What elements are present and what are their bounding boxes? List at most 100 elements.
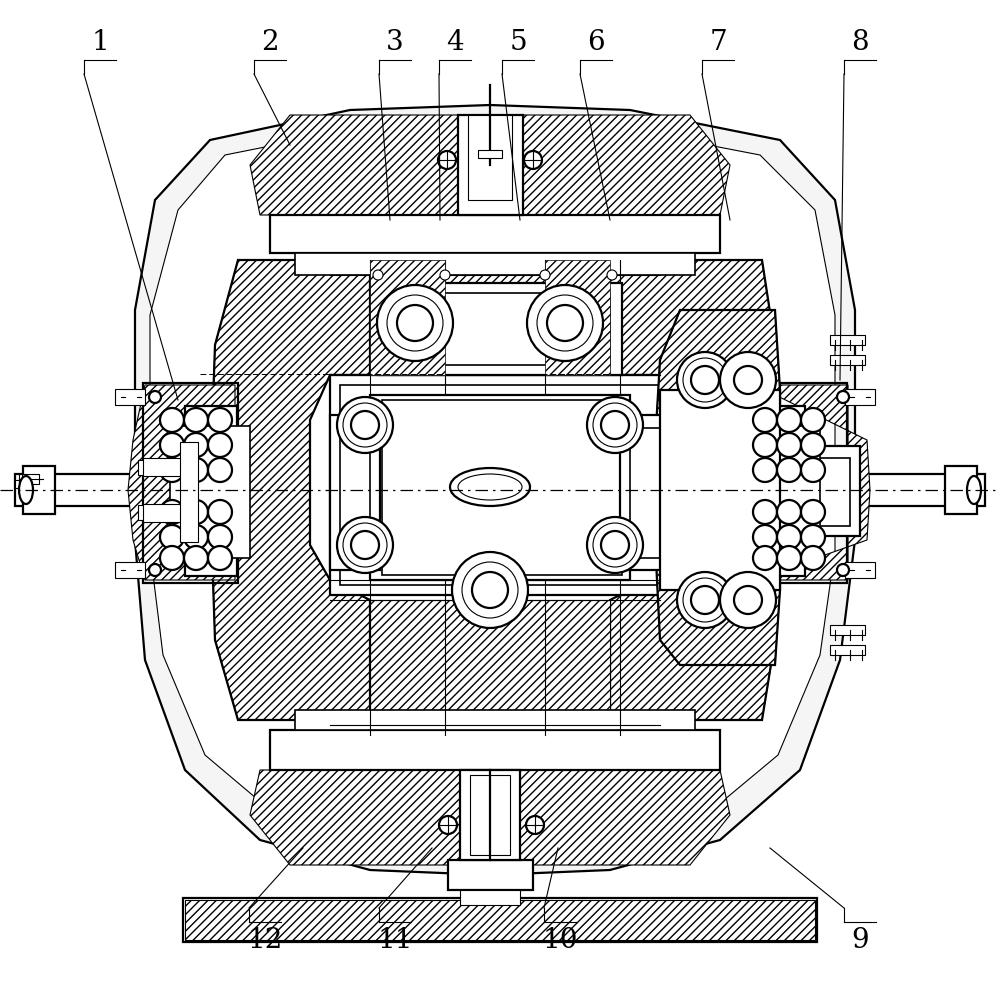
- Circle shape: [837, 564, 849, 576]
- Bar: [830, 645, 865, 655]
- Circle shape: [720, 572, 776, 628]
- Bar: [752, 383, 847, 583]
- Polygon shape: [370, 260, 445, 375]
- Circle shape: [801, 408, 825, 432]
- Bar: [115, 562, 145, 578]
- Bar: [640, 446, 860, 536]
- Bar: [378, 283, 622, 375]
- Bar: [458, 115, 523, 215]
- Bar: [15, 480, 50, 488]
- Circle shape: [540, 270, 550, 280]
- Circle shape: [587, 397, 643, 453]
- Circle shape: [149, 391, 161, 403]
- Text: 1: 1: [91, 28, 109, 56]
- Bar: [845, 389, 875, 405]
- Bar: [448, 860, 533, 890]
- Bar: [660, 390, 780, 590]
- Bar: [185, 900, 815, 940]
- Circle shape: [351, 531, 379, 559]
- Circle shape: [160, 458, 184, 482]
- Ellipse shape: [967, 476, 981, 504]
- Polygon shape: [250, 115, 730, 215]
- Bar: [382, 400, 622, 575]
- Bar: [468, 115, 512, 200]
- Polygon shape: [128, 385, 235, 580]
- Circle shape: [397, 305, 433, 341]
- Polygon shape: [150, 123, 835, 852]
- Circle shape: [472, 572, 508, 608]
- Circle shape: [160, 525, 184, 549]
- Bar: [830, 335, 865, 345]
- Circle shape: [337, 397, 393, 453]
- Text: 9: 9: [851, 926, 869, 954]
- Circle shape: [801, 433, 825, 457]
- Bar: [470, 775, 510, 855]
- Circle shape: [753, 546, 777, 570]
- Circle shape: [677, 352, 733, 408]
- Bar: [15, 474, 160, 506]
- Circle shape: [160, 433, 184, 457]
- Bar: [753, 406, 805, 576]
- Circle shape: [160, 408, 184, 432]
- Circle shape: [801, 525, 825, 549]
- Circle shape: [777, 433, 801, 457]
- Circle shape: [184, 408, 208, 432]
- Bar: [183, 898, 817, 942]
- Circle shape: [439, 816, 457, 834]
- Circle shape: [801, 500, 825, 524]
- Bar: [270, 215, 720, 253]
- Circle shape: [208, 500, 232, 524]
- Circle shape: [208, 546, 232, 570]
- Text: 2: 2: [261, 28, 279, 56]
- Bar: [330, 415, 380, 570]
- Bar: [650, 458, 850, 526]
- Circle shape: [801, 546, 825, 570]
- Text: 6: 6: [587, 28, 605, 56]
- Circle shape: [753, 458, 777, 482]
- Text: 12: 12: [247, 926, 283, 954]
- Circle shape: [440, 270, 450, 280]
- Circle shape: [184, 433, 208, 457]
- Circle shape: [527, 285, 603, 361]
- Bar: [180, 442, 198, 542]
- Circle shape: [526, 816, 544, 834]
- Circle shape: [720, 352, 776, 408]
- Bar: [295, 253, 695, 275]
- Circle shape: [734, 586, 762, 614]
- Circle shape: [601, 531, 629, 559]
- Polygon shape: [370, 260, 610, 375]
- Bar: [630, 428, 660, 558]
- Bar: [185, 406, 237, 576]
- Bar: [138, 460, 188, 475]
- Circle shape: [777, 458, 801, 482]
- Circle shape: [801, 458, 825, 482]
- Bar: [170, 426, 250, 558]
- Bar: [478, 150, 502, 158]
- Bar: [460, 890, 520, 905]
- Bar: [143, 504, 193, 522]
- Bar: [340, 385, 660, 585]
- Ellipse shape: [450, 468, 530, 506]
- Circle shape: [607, 270, 617, 280]
- Circle shape: [777, 546, 801, 570]
- Circle shape: [184, 500, 208, 524]
- Bar: [830, 355, 865, 365]
- Circle shape: [208, 525, 232, 549]
- Bar: [830, 625, 865, 635]
- Circle shape: [777, 525, 801, 549]
- Circle shape: [208, 458, 232, 482]
- Polygon shape: [655, 310, 780, 665]
- Bar: [143, 383, 238, 583]
- Text: 10: 10: [542, 926, 578, 954]
- Circle shape: [524, 151, 542, 169]
- Polygon shape: [610, 260, 780, 720]
- Bar: [19, 474, 39, 484]
- Bar: [390, 293, 610, 365]
- Ellipse shape: [19, 476, 33, 504]
- Circle shape: [184, 458, 208, 482]
- Text: 7: 7: [709, 28, 727, 56]
- Bar: [23, 466, 55, 514]
- Bar: [340, 428, 370, 558]
- Bar: [295, 710, 695, 730]
- Circle shape: [184, 546, 208, 570]
